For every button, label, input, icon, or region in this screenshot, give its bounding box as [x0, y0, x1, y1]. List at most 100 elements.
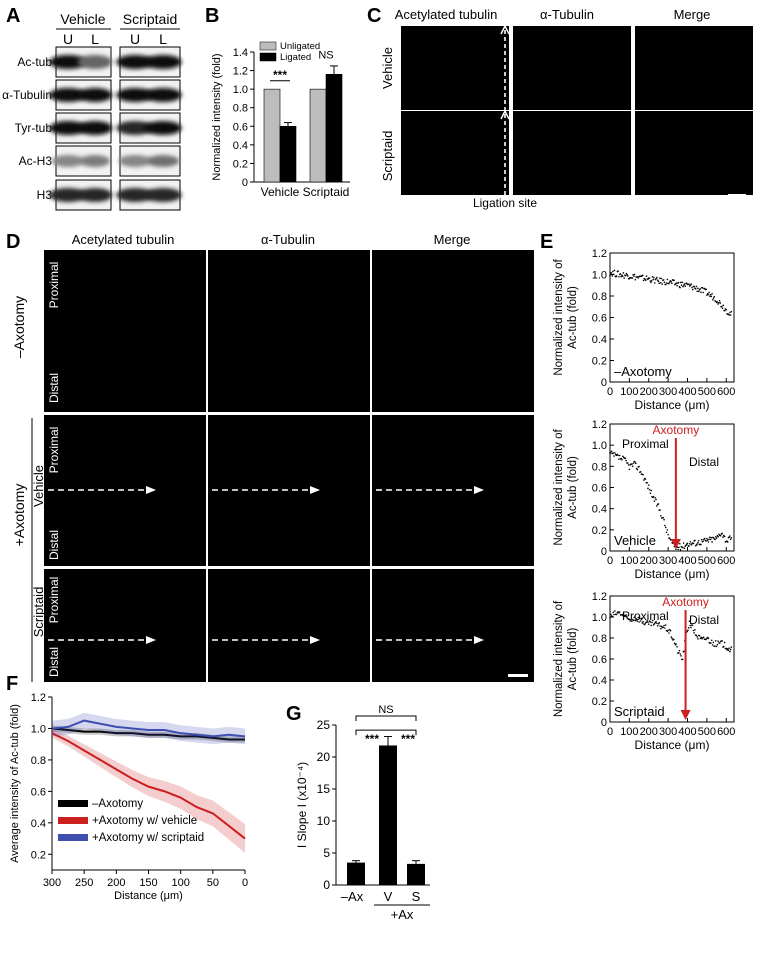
data-point: [668, 282, 670, 285]
data-point: [692, 542, 695, 545]
x-tick-label: 600: [717, 726, 735, 738]
data-point: [710, 536, 713, 539]
data-point: [713, 295, 716, 298]
panel-letter-e: E: [540, 231, 553, 253]
data-point: [702, 540, 704, 542]
axotomy-arrowhead: [146, 636, 156, 644]
x-tick-label: 0: [607, 726, 613, 738]
data-point: [642, 620, 644, 623]
significance-label: ***: [365, 732, 379, 746]
data-point: [687, 627, 690, 629]
data-point: [715, 645, 718, 648]
data-point: [683, 547, 686, 550]
data-point: [696, 636, 698, 638]
y-tick-label: 1.0: [592, 612, 607, 624]
blot-band: [144, 121, 182, 135]
data-point: [625, 614, 627, 616]
data-point: [613, 613, 615, 616]
data-point: [695, 285, 698, 288]
data-point: [691, 288, 694, 291]
data-point: [723, 645, 725, 648]
data-point: [637, 277, 640, 279]
data-point: [653, 276, 655, 279]
data-point: [694, 288, 697, 290]
data-point: [626, 273, 628, 276]
data-point: [618, 454, 621, 457]
data-point: [657, 280, 660, 283]
blot-band: [49, 121, 87, 135]
data-point: [705, 288, 707, 291]
blot-band: [116, 55, 154, 69]
data-point: [635, 619, 637, 622]
lane-label: U: [130, 31, 140, 47]
data-point: [627, 464, 630, 466]
data-point: [634, 278, 637, 281]
data-point: [685, 282, 688, 284]
data-point: [709, 536, 711, 539]
legend-label: –Axotomy: [92, 798, 143, 810]
data-point: [666, 529, 669, 531]
data-point: [662, 516, 665, 519]
data-point: [610, 272, 613, 274]
data-point: [664, 526, 667, 529]
data-point: [700, 291, 702, 293]
data-point: [641, 622, 644, 624]
y-tick-label: 0: [601, 546, 607, 558]
y-tick-label: 5: [323, 846, 330, 860]
y-tick-label: 1.4: [233, 47, 248, 59]
c-col-title: Acetylated tubulin: [395, 7, 498, 22]
x-tick-label: 0: [242, 877, 248, 889]
y-tick-label: 1.0: [233, 84, 248, 96]
blot-row-label: Tyr-tub: [15, 121, 53, 135]
group-label: +Ax: [391, 907, 414, 922]
significance-label: ***: [401, 732, 415, 746]
data-point: [712, 536, 715, 539]
y-tick-label: 0.2: [592, 356, 607, 368]
y-tick-label: 0.6: [31, 786, 46, 798]
data-point: [663, 624, 665, 627]
data-point: [673, 642, 676, 645]
data-point: [697, 638, 699, 640]
data-point: [678, 649, 681, 652]
micrograph-fibers: [513, 26, 631, 110]
data-point: [686, 630, 688, 633]
data-point: [618, 458, 620, 460]
data-point: [662, 278, 665, 281]
plot-condition-label: Vehicle: [614, 533, 656, 548]
x-tick-label: 100: [620, 555, 638, 567]
data-point: [640, 617, 643, 620]
axotomy-gap: [44, 636, 206, 644]
y-tick-label: 1.0: [592, 270, 607, 282]
y-tick-label: 1.2: [592, 591, 607, 603]
scatter-plot-e3: 0 0.2 0.4 0.6 0.8 1.0 1.2 0 100 200 300 400 500 600 Di…: [553, 591, 735, 752]
data-point: [727, 649, 730, 652]
axotomy-marker-head: [680, 710, 691, 720]
data-point: [716, 301, 719, 303]
y-tick-label: 0.8: [592, 633, 607, 645]
data-point: [655, 498, 657, 501]
data-point: [672, 638, 675, 641]
series-line: [51, 727, 245, 741]
blot-row-label: Ac-tub: [17, 55, 52, 69]
axotomy-arrowhead: [474, 486, 484, 494]
micrograph-fibers: [513, 111, 631, 195]
data-point: [639, 620, 642, 622]
axotomy-label: Axotomy: [662, 595, 709, 609]
bar: [347, 862, 365, 885]
bar: [309, 88, 327, 183]
data-point: [618, 611, 621, 613]
data-point: [694, 629, 696, 631]
data-point: [676, 546, 679, 548]
x-tick-label: 50: [207, 877, 219, 889]
data-point: [639, 471, 642, 473]
y-tick-label: 0.2: [592, 525, 607, 537]
data-point: [707, 637, 710, 640]
data-point: [635, 618, 638, 620]
x-tick-label: 300: [659, 386, 677, 398]
data-point: [655, 620, 657, 623]
data-point: [730, 537, 733, 539]
y-tick-label: 0.2: [31, 849, 46, 861]
data-point: [721, 307, 724, 310]
x-tick-label: 300: [659, 555, 677, 567]
data-point: [719, 534, 722, 537]
